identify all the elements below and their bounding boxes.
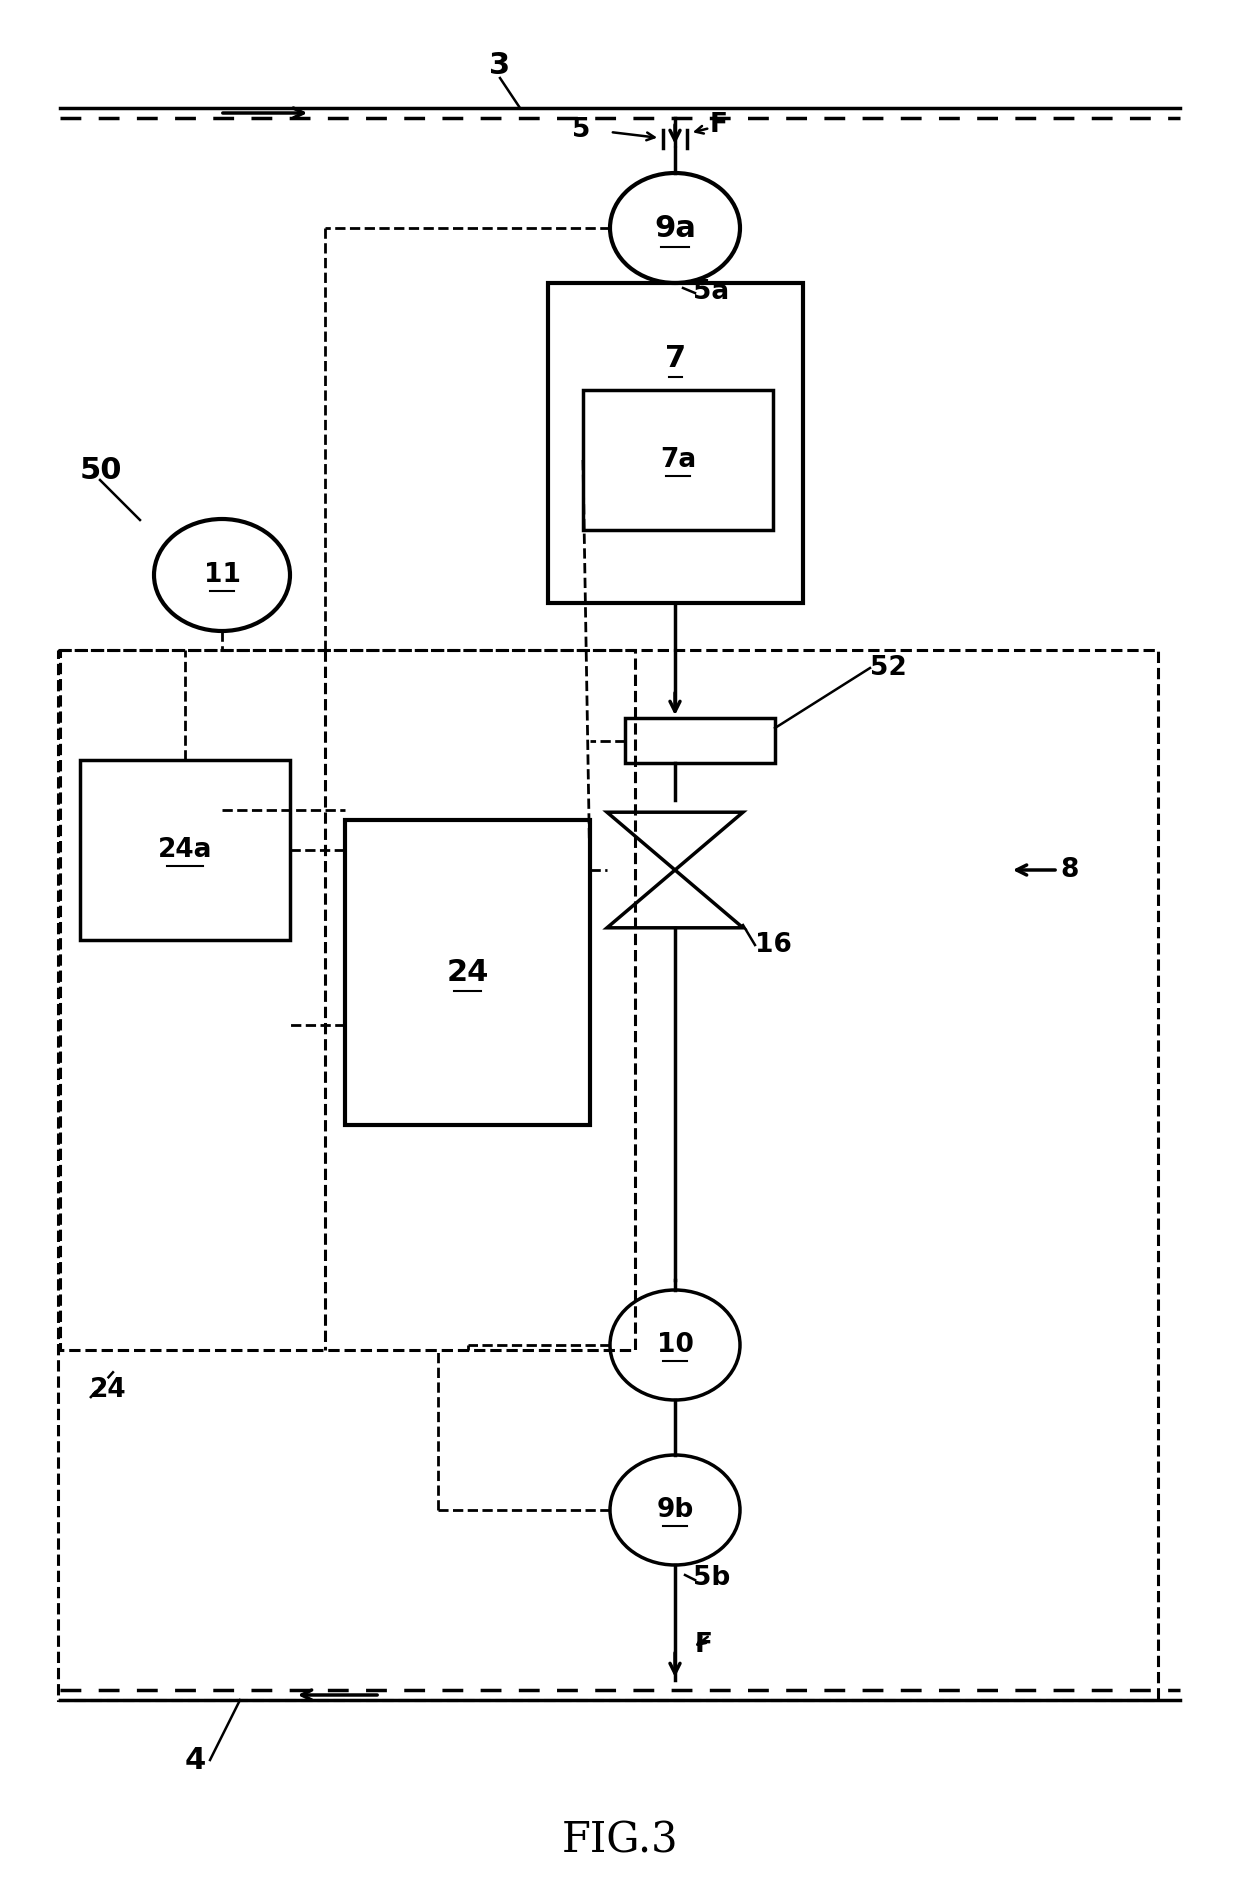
- Text: 24: 24: [446, 958, 489, 986]
- Bar: [583, 390, 773, 530]
- Bar: [81, 760, 290, 939]
- Text: 16: 16: [755, 932, 792, 958]
- Bar: [345, 820, 590, 1126]
- Bar: [60, 651, 635, 1350]
- Text: 7: 7: [665, 343, 686, 373]
- Bar: [58, 651, 1158, 1699]
- Text: F: F: [694, 1631, 713, 1658]
- Text: 9a: 9a: [653, 213, 696, 243]
- Text: F: F: [711, 111, 728, 138]
- Bar: [548, 283, 804, 604]
- Text: 10: 10: [656, 1332, 693, 1358]
- Text: 50: 50: [81, 456, 123, 485]
- Bar: [625, 719, 775, 764]
- Text: 5a: 5a: [693, 279, 729, 306]
- Text: 52: 52: [870, 654, 906, 681]
- Text: 4: 4: [185, 1746, 206, 1775]
- Text: 7a: 7a: [660, 447, 696, 473]
- Text: 5b: 5b: [693, 1565, 730, 1592]
- Text: 3: 3: [490, 51, 511, 79]
- Text: 5: 5: [572, 117, 590, 143]
- Text: 8: 8: [1060, 856, 1079, 883]
- Text: FIG.3: FIG.3: [562, 1818, 678, 1861]
- Text: 11: 11: [203, 562, 241, 588]
- Text: 24: 24: [91, 1377, 126, 1403]
- Text: 24a: 24a: [157, 837, 212, 864]
- Text: 9b: 9b: [656, 1497, 693, 1524]
